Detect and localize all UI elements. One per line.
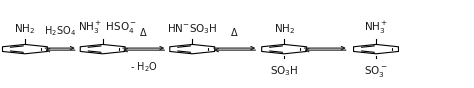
Text: NH$_2$: NH$_2$ — [14, 22, 36, 36]
Text: $\Delta$: $\Delta$ — [230, 26, 239, 38]
Text: SO$_3^-$: SO$_3^-$ — [364, 64, 388, 79]
Text: HN$^{-}$SO$_3$H: HN$^{-}$SO$_3$H — [167, 22, 218, 36]
Text: $\Delta$: $\Delta$ — [139, 26, 148, 38]
Text: - H$_2$O: - H$_2$O — [130, 60, 158, 74]
Text: NH$_3^+$ HSO$_4^-$: NH$_3^+$ HSO$_4^-$ — [78, 20, 137, 36]
Text: H$_2$SO$_4$: H$_2$SO$_4$ — [44, 24, 76, 38]
Text: NH$_3^+$: NH$_3^+$ — [364, 20, 388, 36]
Text: NH$_2$: NH$_2$ — [273, 22, 295, 36]
Text: SO$_3$H: SO$_3$H — [270, 64, 299, 78]
